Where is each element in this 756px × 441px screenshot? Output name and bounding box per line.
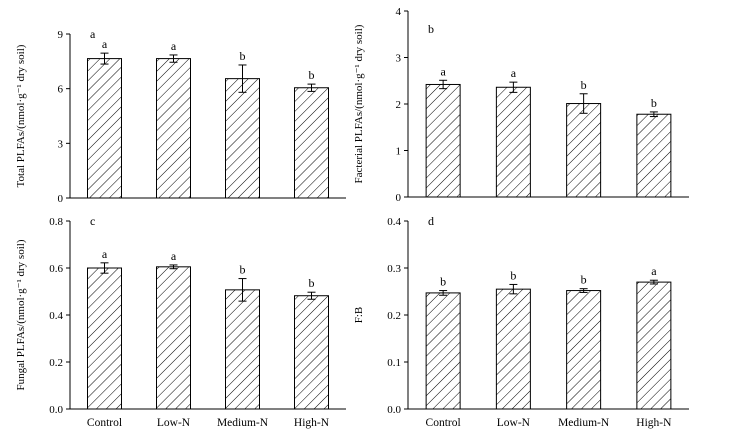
y-tick-label: 0.2 (387, 310, 401, 322)
bar-medium-n (225, 78, 260, 199)
y-tick-label: 1 (396, 146, 402, 158)
y-axis-title: F:B (353, 307, 365, 324)
bar-control (87, 267, 122, 410)
y-axis-title: Fungal PLFAs/(nmol·g⁻¹ dry soil) (15, 239, 27, 390)
y-tick-label: 3 (58, 138, 64, 150)
y-tick-label: 0.6 (49, 263, 63, 275)
x-tick-label: High-N (294, 417, 330, 429)
bar-medium-n (566, 290, 602, 410)
bar-high-n (636, 281, 672, 410)
x-tick-label: Low-N (497, 417, 531, 429)
y-tick-label: 6 (58, 84, 64, 96)
significance-label: a (171, 39, 177, 53)
bar-low-n (495, 288, 531, 410)
panel-letter: d (428, 214, 434, 228)
significance-label: b (240, 49, 246, 63)
significance-label: b (581, 78, 587, 92)
y-tick-label: 2 (396, 99, 402, 111)
bar-high-n (294, 295, 329, 410)
x-tick-label: Medium-N (217, 417, 269, 429)
y-tick-label: 0.0 (387, 404, 401, 416)
significance-label: b (510, 268, 516, 282)
significance-label: a (102, 37, 108, 51)
y-tick-label: 0 (58, 193, 64, 205)
y-tick-label: 0.4 (49, 310, 63, 322)
bar-low-n (495, 86, 531, 198)
bar-medium-n (566, 103, 602, 198)
y-tick-label: 0.4 (387, 216, 401, 228)
significance-label: a (171, 249, 177, 263)
x-tick-label: Control (426, 417, 461, 429)
panel-letter: a (90, 27, 96, 41)
bar-control (87, 58, 122, 199)
x-tick-label: High-N (636, 417, 672, 429)
bar-control (425, 83, 461, 198)
y-tick-label: 9 (58, 29, 64, 41)
x-tick-label: Low-N (157, 417, 191, 429)
significance-label: a (102, 247, 108, 261)
chart-panel-b: 0 1 2 3 4 Facterial PLFAs/(nmol·g⁻¹ dry soil)… (353, 6, 689, 204)
significance-label: b (240, 263, 246, 277)
significance-label: b (309, 276, 315, 290)
x-tick-label: Medium-N (558, 417, 610, 429)
panel-letter: b (428, 22, 434, 36)
panel-letter: c (90, 214, 95, 228)
significance-label: b (581, 273, 587, 287)
bar-low-n (156, 58, 191, 199)
bar-control (425, 292, 461, 410)
significance-label: b (440, 275, 446, 289)
y-tick-label: 0.0 (49, 404, 63, 416)
y-tick-label: 3 (396, 53, 402, 65)
y-tick-label: 4 (396, 6, 402, 18)
chart-panel-c: 0.0 0.2 0.4 0.6 0.8 Fungal PLFAs/(nmol·g⁻¹ dr… (15, 214, 346, 429)
bar-high-n (294, 87, 329, 199)
significance-label: a (511, 66, 517, 80)
x-tick-label: Control (87, 417, 122, 429)
chart-panel-d: 0.0 0.1 0.2 0.3 0.4 F:B d b Control b Low-N b Medium… (353, 214, 689, 429)
y-tick-label: 0.2 (49, 357, 63, 369)
y-tick-label: 0.1 (387, 357, 401, 369)
y-axis-title: Facterial PLFAs/(nmol·g⁻¹ dry soil) (353, 24, 365, 183)
bar-high-n (636, 113, 672, 198)
bar-low-n (156, 266, 191, 410)
y-tick-label: 0.8 (49, 216, 63, 228)
bar-medium-n (225, 289, 260, 410)
significance-label: a (651, 264, 657, 278)
significance-label: a (440, 64, 446, 78)
y-tick-label: 0.3 (387, 263, 401, 275)
y-axis-title: Total PLFAs/(nmol·g⁻¹ dry soil) (15, 44, 27, 187)
y-tick-label: 0 (396, 192, 402, 204)
significance-label: b (309, 68, 315, 82)
significance-label: b (651, 96, 657, 110)
